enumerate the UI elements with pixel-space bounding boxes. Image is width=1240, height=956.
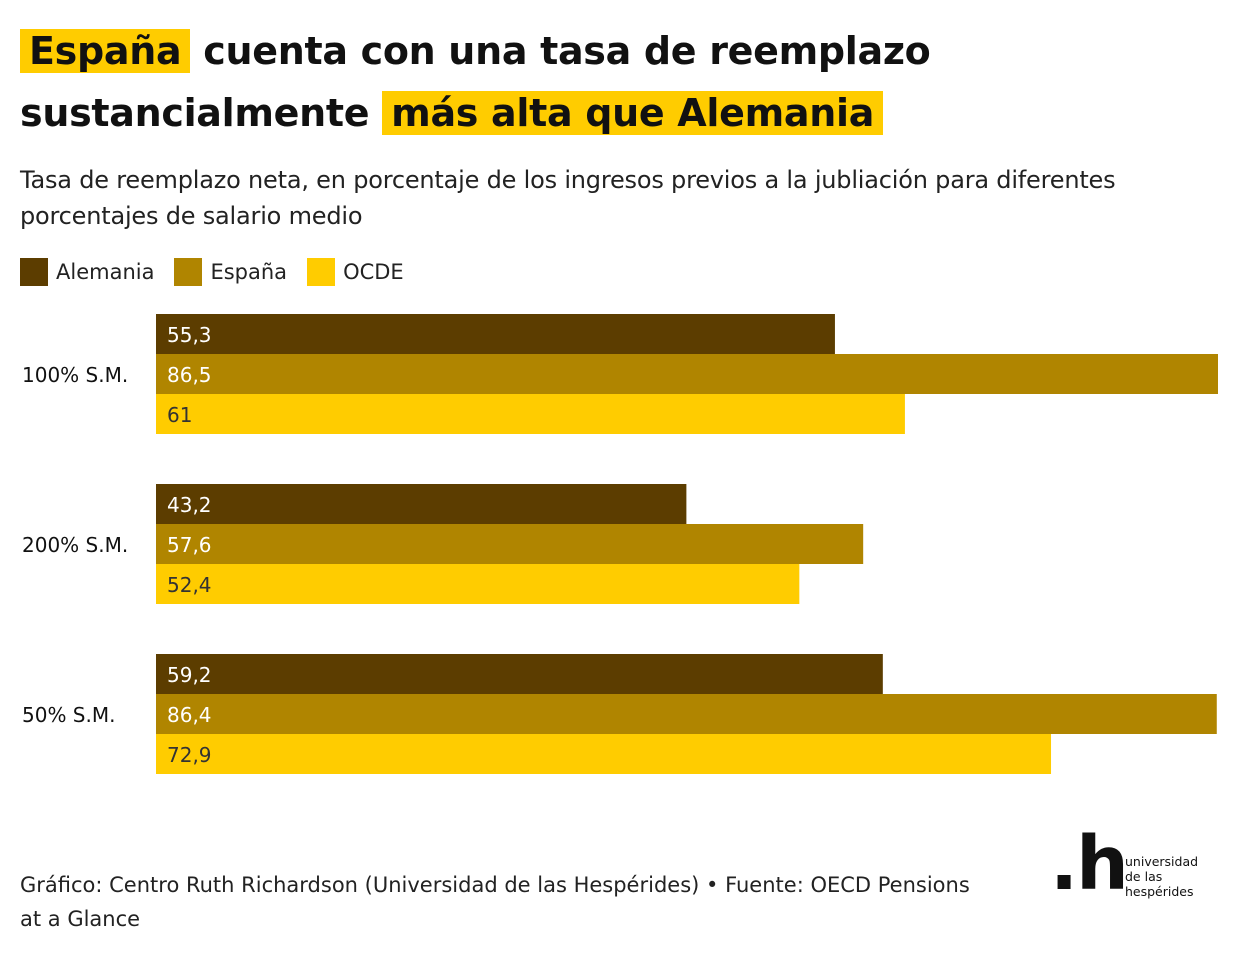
logo-text: universidad de las hespérides [1125,854,1198,899]
bar-espana-200-s-m [156,524,864,564]
bar-ocde-200-s-m [156,564,800,604]
bar-ocde-50-s-m [156,734,1052,774]
category-label-100-s-m: 100% S.M. [22,363,128,387]
bar-ocde-100-s-m [156,394,905,434]
legend-label-espana: España [210,260,288,284]
legend-item-ocde: OCDE [307,258,404,286]
data-label-espana-100-s-m: 86,5 [167,363,212,387]
university-logo: .h universidad de las hespérides [1050,821,1220,907]
chart-title: España cuenta con una tasa de reemplazo … [20,20,1220,144]
legend-item-alemania: Alemania [20,258,154,286]
bar-alemania-100-s-m [156,314,835,354]
legend-label-alemania: Alemania [56,260,155,284]
data-label-ocde-50-s-m: 72,9 [167,743,212,767]
legend-swatch-espana [174,258,203,286]
logo-mark: .h [1050,821,1129,907]
data-label-alemania-50-s-m: 59,2 [167,663,212,687]
title-middle-text: cuenta con una tasa de reemplazo sustanc… [20,29,931,135]
chart-subtitle: Tasa de reemplazo neta, en porcentaje de… [20,166,1116,230]
category-label-200-s-m: 200% S.M. [22,533,128,557]
data-label-alemania-100-s-m: 55,3 [167,323,212,347]
bar-espana-100-s-m [156,354,1218,394]
data-label-ocde-100-s-m: 61 [167,403,192,427]
logo-line-2: de las [1125,869,1163,884]
logo-line-3: hespérides [1125,884,1194,899]
logo-line-1: universidad [1125,854,1199,869]
title-highlight-germany: más alta que Alemania [382,91,884,135]
legend-swatch-ocde [307,258,336,286]
category-label-50-s-m: 50% S.M. [22,703,115,727]
bar-alemania-50-s-m [156,654,883,694]
chart-legend: Alemania España OCDE [20,258,424,286]
legend-label-ocde: OCDE [343,260,404,284]
bar-chart: 100% S.M. 55,3 86,5 61 200% S.M. 43,2 57,6 52,4… [22,314,1218,774]
data-label-espana-50-s-m: 86,4 [167,703,212,727]
data-label-espana-200-s-m: 57,6 [167,533,212,557]
bar-alemania-200-s-m [156,484,687,524]
legend-item-espana: España [174,258,287,286]
bar-espana-50-s-m [156,694,1217,734]
title-highlight-spain: España [20,29,191,73]
chart-footer-source: Gráfico: Centro Ruth Richardson (Univers… [20,873,970,931]
data-label-ocde-200-s-m: 52,4 [167,573,212,597]
data-label-alemania-200-s-m: 43,2 [167,493,212,517]
legend-swatch-alemania [20,258,48,286]
